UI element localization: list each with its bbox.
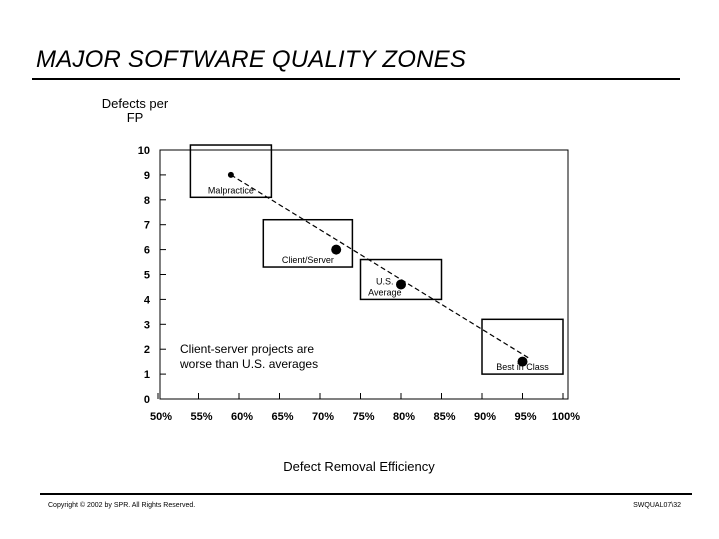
zone-box: [359, 258, 443, 301]
data-point: [227, 171, 234, 178]
zone-box: [189, 144, 273, 199]
x-axis-label: Defect Removal Efficiency: [283, 459, 435, 474]
y-tick-label: 10: [138, 145, 150, 157]
y-tick-label: 6: [144, 245, 150, 257]
x-tick-label: 100%: [552, 411, 580, 423]
x-tick-label: 60%: [231, 411, 253, 423]
data-point: [396, 279, 406, 290]
zone-label: U.S. Average: [368, 276, 401, 297]
y-tick-label: 3: [144, 319, 150, 331]
x-tick-label: 70%: [312, 411, 334, 423]
zone-box: [262, 218, 354, 268]
data-point: [331, 244, 342, 255]
x-tick-label: 55%: [190, 411, 212, 423]
x-tick-label: 80%: [393, 411, 415, 423]
y-tick-label: 4: [144, 294, 151, 306]
zone-label: Client/Server: [282, 255, 334, 265]
y-tick-label: 0: [144, 394, 150, 406]
copyright-text: Copyright © 2002 by SPR. All Rights Rese…: [48, 502, 196, 509]
footer-divider: [40, 493, 692, 495]
data-point: [517, 356, 528, 367]
trend-line: [230, 174, 531, 360]
x-tick-label: 90%: [474, 411, 496, 423]
y-axis-label: Defects per FP: [101, 96, 169, 125]
chart-title: MAJOR SOFTWARE QUALITY ZONES: [36, 46, 467, 73]
x-tick-label: 65%: [271, 411, 293, 423]
y-tick-label: 5: [144, 270, 150, 282]
y-tick-label: 1: [144, 369, 150, 381]
title-divider: [32, 78, 680, 80]
annotation-text: Client-server projects are worse than U.S…: [179, 342, 318, 371]
zone-box: [481, 318, 564, 375]
y-tick-label: 7: [144, 220, 150, 232]
zone-label: Best in Class: [496, 362, 549, 372]
y-tick-label: 2: [144, 344, 150, 356]
x-tick-label: 75%: [352, 411, 374, 423]
zone-label: Malpractice: [208, 185, 254, 195]
slide-code: SWQUAL07\32: [633, 502, 681, 509]
x-tick-label: 50%: [150, 411, 172, 423]
y-tick-label: 8: [144, 195, 150, 207]
x-tick-label: 85%: [433, 411, 455, 423]
y-tick-label: 9: [144, 170, 150, 182]
x-tick-label: 95%: [514, 411, 536, 423]
